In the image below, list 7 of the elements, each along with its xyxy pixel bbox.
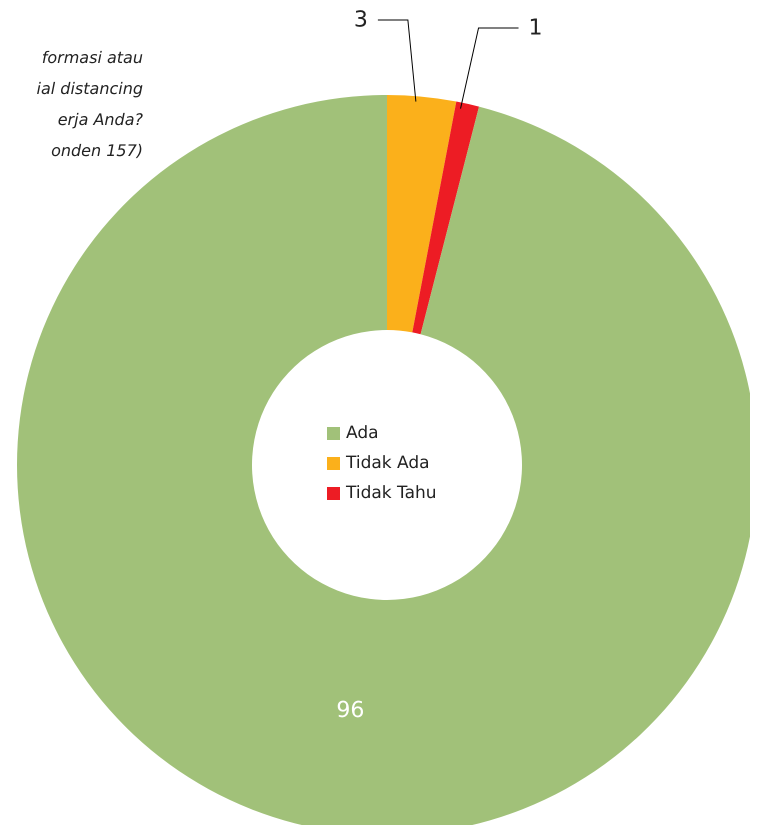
data-label: 1 xyxy=(528,16,543,40)
legend-label: Tidak Ada xyxy=(346,453,430,473)
data-label: 3 xyxy=(354,8,368,32)
legend-label: Ada xyxy=(346,423,379,443)
text: formasi atau ial distancing erja Anda? onden 157) xyxy=(36,47,143,162)
legend-label: Tidak Tahu xyxy=(346,483,437,503)
data-label: 96 xyxy=(336,698,364,724)
